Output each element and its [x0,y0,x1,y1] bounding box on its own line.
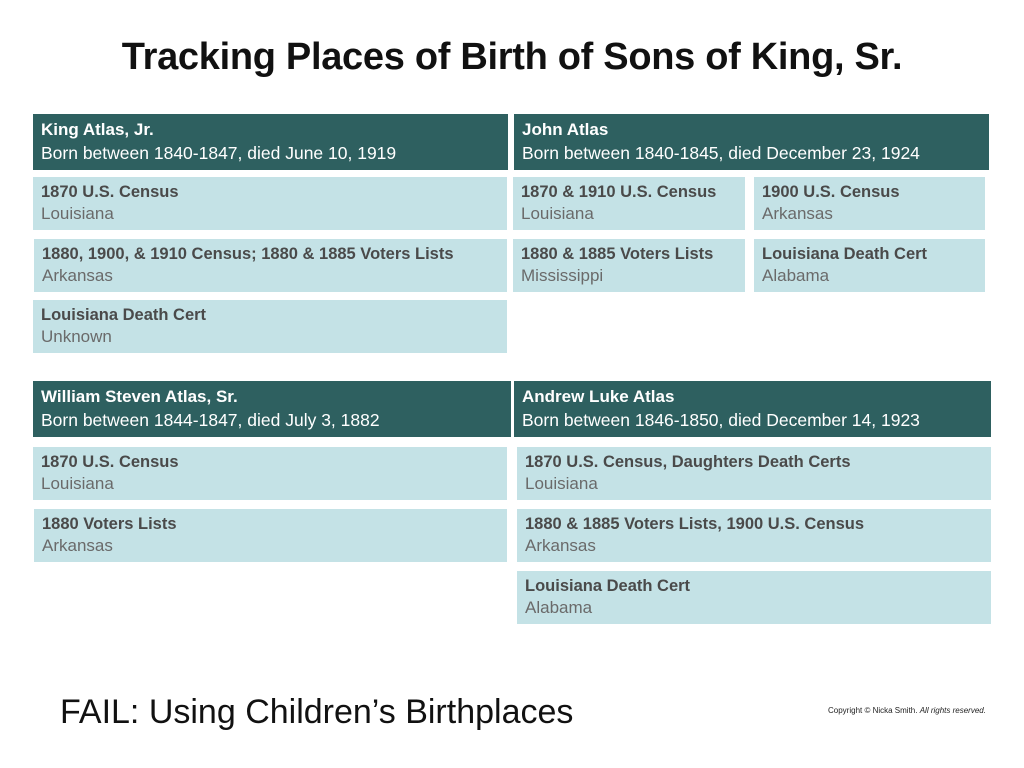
source-card: Louisiana Death Cert Alabama [517,571,991,624]
son-header-john-atlas: John Atlas Born between 1840-1845, died … [514,114,989,170]
son-born: Born between 1840-1845, died December 23… [522,143,920,163]
source-card: 1870 & 1910 U.S. Census Louisiana [513,177,745,230]
source-title: Louisiana Death Cert [762,245,928,263]
rights-text: All rights reserved. [919,706,986,715]
source-title: 1880 Voters Lists [42,515,177,533]
son-born: Born between 1844-1847, died July 3, 188… [41,410,380,430]
source-place: Alabama [762,266,830,285]
source-place: Arkansas [762,204,833,223]
source-card: Louisiana Death Cert Unknown [33,300,507,353]
source-place: Unknown [41,327,112,346]
copyright-notice: Copyright © Nicka Smith. All rights rese… [828,706,986,715]
source-place: Arkansas [525,536,596,555]
source-place: Louisiana [525,474,598,493]
son-header-andrew-luke-atlas: Andrew Luke Atlas Born between 1846-1850… [514,381,991,437]
son-born: Born between 1846-1850, died December 14… [522,410,920,430]
source-card: 1900 U.S. Census Arkansas [754,177,985,230]
son-name: John Atlas [522,120,609,139]
source-card: 1870 U.S. Census Louisiana [33,447,507,500]
source-card: 1880 & 1885 Voters Lists, 1900 U.S. Cens… [517,509,991,562]
son-name: Andrew Luke Atlas [522,387,675,406]
source-title: 1870 & 1910 U.S. Census [521,183,717,201]
source-place: Louisiana [41,474,114,493]
fail-caption: FAIL: Using Children’s Birthplaces [60,693,574,731]
source-card: 1870 U.S. Census Louisiana [33,177,507,230]
source-title: 1870 U.S. Census, Daughters Death Certs [525,453,851,471]
source-place: Mississippi [521,266,604,285]
source-card: 1870 U.S. Census, Daughters Death Certs … [517,447,991,500]
son-name: William Steven Atlas, Sr. [41,387,238,406]
son-header-william-steven-atlas-sr: William Steven Atlas, Sr. Born between 1… [33,381,511,437]
source-title: 1870 U.S. Census [41,183,179,201]
source-card: 1880 & 1885 Voters Lists Mississippi [513,239,745,292]
source-title: 1880 & 1885 Voters Lists, 1900 U.S. Cens… [525,515,865,533]
source-title: 1880 & 1885 Voters Lists [521,245,714,263]
source-card: Louisiana Death Cert Alabama [754,239,985,292]
source-card: 1880, 1900, & 1910 Census; 1880 & 1885 V… [34,239,507,292]
source-title: Louisiana Death Cert [41,306,207,324]
source-title: 1880, 1900, & 1910 Census; 1880 & 1885 V… [42,245,454,263]
source-place: Arkansas [42,266,113,285]
source-title: 1870 U.S. Census [41,453,179,471]
source-card: 1880 Voters Lists Arkansas [34,509,507,562]
source-place: Arkansas [42,536,113,555]
son-born: Born between 1840-1847, died June 10, 19… [41,143,397,163]
source-title: Louisiana Death Cert [525,577,691,595]
source-place: Alabama [525,598,593,617]
source-place: Louisiana [521,204,594,223]
page-title: Tracking Places of Birth of Sons of King… [121,36,903,78]
copyright-text: Copyright © Nicka Smith. [828,706,918,715]
source-place: Louisiana [41,204,114,223]
son-name: King Atlas, Jr. [41,120,154,139]
son-header-king-atlas-jr: King Atlas, Jr. Born between 1840-1847, … [33,114,508,170]
source-title: 1900 U.S. Census [762,183,900,201]
